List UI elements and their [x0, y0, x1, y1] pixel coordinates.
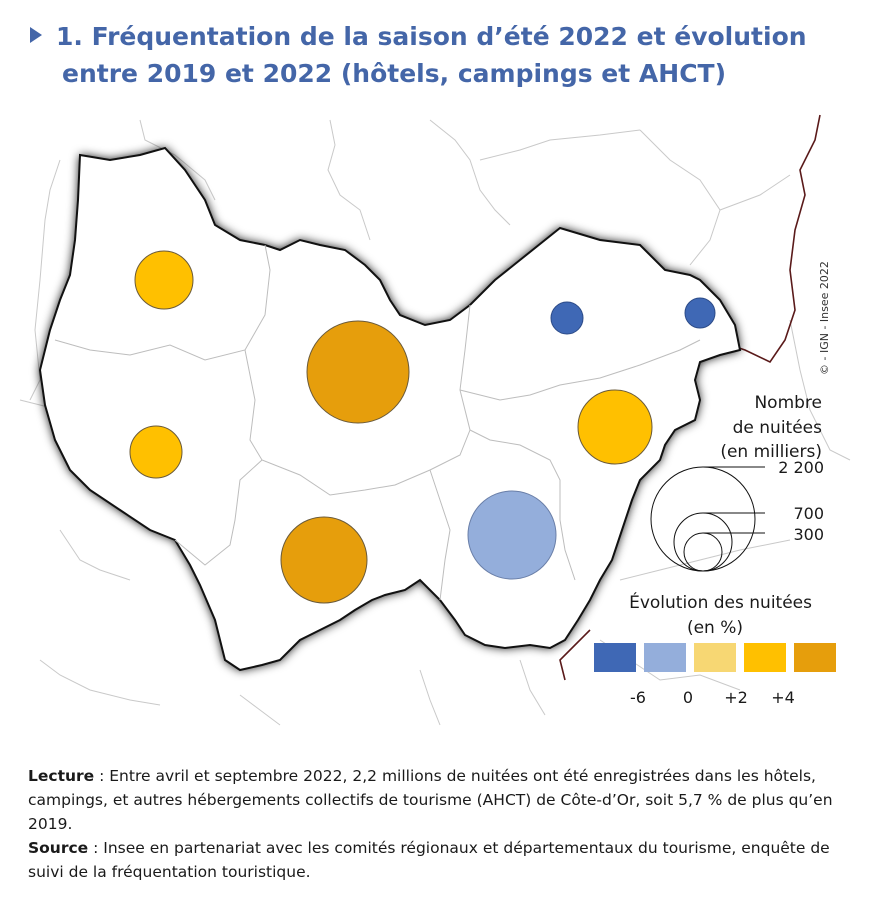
source-text: : Insee en partenariat avec les comités … — [28, 839, 830, 881]
color-legend-break-2: 0 — [683, 688, 693, 707]
size-legend-value-1: 2 200 — [778, 458, 824, 477]
lecture-note: Lecture : Entre avril et septembre 2022,… — [28, 764, 848, 836]
notes: Lecture : Entre avril et septembre 2022,… — [28, 764, 848, 884]
circle-dept-8 — [577, 389, 653, 465]
size-legend-value-2: 700 — [793, 504, 824, 523]
color-legend: Évolution des nuitées (en %) -6 0 +2 +4 — [594, 591, 836, 707]
color-legend-break-4: +4 — [771, 688, 795, 707]
country-border-south — [559, 629, 591, 681]
triangle-bullet-icon — [30, 27, 42, 43]
color-legend-swatches — [594, 643, 836, 672]
color-legend-swatch-3 — [694, 643, 736, 672]
lecture-text: : Entre avril et septembre 2022, 2,2 mil… — [28, 767, 833, 833]
color-legend-title-2: (en %) — [687, 618, 743, 638]
circle-dept-5 — [129, 425, 183, 479]
size-legend-circle-large — [650, 466, 756, 572]
title-line-1: 1. Fréquentation de la saison d’été 2022… — [30, 18, 850, 55]
size-legend-title-2: de nuitées — [733, 418, 823, 438]
circle-dept-3 — [550, 301, 584, 335]
size-legend-circle-small — [683, 532, 723, 572]
department-circles — [129, 250, 716, 604]
map-credit: © - IGN - Insee 2022 — [818, 261, 831, 375]
color-legend-swatch-4 — [744, 643, 786, 672]
circle-dept-2 — [306, 320, 410, 424]
size-legend-circle-medium — [673, 512, 733, 572]
lecture-label: Lecture — [28, 767, 95, 785]
title-line-2: entre 2019 et 2022 (hôtels, campings et … — [62, 59, 727, 88]
color-legend-title-1: Évolution des nuitées — [629, 591, 812, 613]
size-legend-value-3: 300 — [793, 525, 824, 544]
size-legend-title-3: (en milliers) — [720, 442, 822, 462]
color-legend-swatch-5 — [794, 643, 836, 672]
country-border — [729, 114, 821, 364]
color-legend-break-1: -6 — [630, 688, 646, 707]
circle-dept-1 — [134, 250, 194, 310]
circle-dept-6 — [280, 516, 368, 604]
source-note: Source : Insee en partenariat avec les c… — [28, 836, 848, 884]
title-text-1: 1. Fréquentation de la saison d’été 2022… — [56, 22, 807, 51]
size-legend: Nombre de nuitées (en milliers) 2 200 70… — [650, 393, 824, 572]
map-title: 1. Fréquentation de la saison d’été 2022… — [30, 18, 850, 92]
region-map: Nombre de nuitées (en milliers) 2 200 70… — [19, 114, 851, 726]
source-label: Source — [28, 839, 89, 857]
color-legend-swatch-2 — [644, 643, 686, 672]
color-legend-swatch-1 — [594, 643, 636, 672]
circle-dept-7 — [467, 490, 557, 580]
circle-dept-4 — [684, 297, 716, 329]
department-borders — [54, 244, 701, 601]
size-legend-title-1: Nombre — [754, 393, 822, 413]
neighbour-borders — [19, 119, 851, 726]
color-legend-break-3: +2 — [724, 688, 748, 707]
